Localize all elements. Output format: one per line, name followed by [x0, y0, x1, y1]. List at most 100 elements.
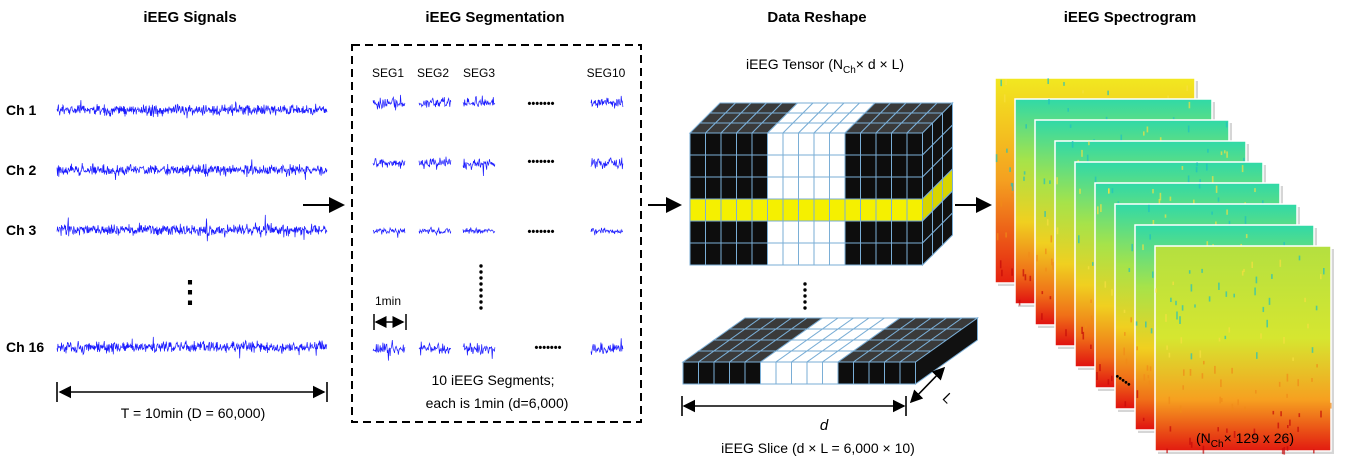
tensor-front-cell — [875, 242, 892, 266]
row-ellipsis: ••••••• — [535, 342, 562, 354]
slice-front-cell — [744, 361, 761, 385]
tensor-front-cell — [798, 198, 815, 222]
slice-front-cell — [868, 361, 885, 385]
tensor-front-cell — [736, 154, 753, 178]
tensor-front-cell — [751, 176, 768, 200]
tensor-front-cell — [860, 176, 877, 200]
tensor-front-cell — [689, 176, 706, 200]
tensor-front-cell — [829, 242, 846, 266]
segment-waveform — [462, 158, 496, 177]
segment-waveform — [462, 95, 496, 107]
tensor-front-cell — [767, 132, 784, 156]
tensor-front-cell — [891, 242, 908, 266]
tensor-front-cell — [751, 198, 768, 222]
tensor-front-cell — [736, 242, 753, 266]
tensor-front-cell — [844, 198, 861, 222]
channel-label: Ch 2 — [6, 162, 37, 178]
tensor-front-cell — [829, 154, 846, 178]
tensor-front-cell — [720, 154, 737, 178]
tensor-front-cell — [767, 154, 784, 178]
tensor-front-cell — [767, 220, 784, 244]
segment-waveforms — [372, 94, 624, 361]
tensor-front-cell — [751, 154, 768, 178]
tensor-front-cell — [891, 198, 908, 222]
segment-waveform — [418, 97, 452, 108]
tensor-front-cell — [720, 220, 737, 244]
segmentation-title: iEEG Segmentation — [425, 9, 564, 26]
tensor-front-cell — [860, 132, 877, 156]
segment-waveform — [590, 157, 624, 170]
segment-waveform — [418, 341, 452, 356]
segmentation-panel: SEG1 SEG2 SEG3 SEG10 ••••••• ••••••• •••… — [351, 44, 642, 423]
tensor-side-cell — [942, 211, 953, 247]
tensor-front-cell — [689, 154, 706, 178]
tensor-front-cell — [844, 242, 861, 266]
tensor-front-cell — [751, 242, 768, 266]
slice-front-cell — [682, 361, 699, 385]
segment-waveform — [372, 339, 406, 361]
tensor-front-cell — [891, 154, 908, 178]
segment-header: SEG1 — [372, 66, 404, 80]
tensor-front-cell — [798, 132, 815, 156]
segment-waveform — [590, 338, 624, 355]
segment-header: SEG3 — [463, 66, 495, 80]
tensor-front-cell — [705, 242, 722, 266]
tensor-front-cell — [860, 154, 877, 178]
tensor-front-cell — [875, 220, 892, 244]
channel-label: Ch 3 — [6, 222, 37, 238]
tensor-front-cell — [782, 154, 799, 178]
slice-front-cell — [884, 361, 901, 385]
tensor-front-cell — [782, 176, 799, 200]
tensor-front-cell — [875, 176, 892, 200]
signal-waveform — [56, 214, 328, 242]
slice-front-cell — [822, 361, 839, 385]
reshape-panel: iEEG Tensor (NCh× d × L) d iEEG Slice (d… — [681, 56, 980, 456]
spectrogram-title: iEEG Spectrogram — [1064, 9, 1197, 26]
spectrogram-dim-label: (NCh× 129 x 26) — [1196, 430, 1294, 450]
tensor-front-cell — [736, 198, 753, 222]
tensor-front-cell — [689, 242, 706, 266]
tensor-front-cell — [782, 242, 799, 266]
segment-waveform — [418, 156, 452, 170]
column-ellipsis — [479, 264, 483, 310]
tensor-front-cell — [891, 176, 908, 200]
tensor-front-cell — [798, 220, 815, 244]
tensor-front-cell — [705, 132, 722, 156]
slice-front-cell — [791, 361, 808, 385]
tensor-front-cell — [751, 132, 768, 156]
tensor-front-cell — [906, 198, 923, 222]
tensor-front-cell — [829, 132, 846, 156]
tensor-front-cell — [844, 132, 861, 156]
tensor-front-cell — [813, 176, 830, 200]
tensor-front-cell — [875, 154, 892, 178]
segment-header: SEG10 — [587, 66, 626, 80]
tensor-front-cell — [798, 242, 815, 266]
tensor-front-cell — [875, 198, 892, 222]
spectrogram-stack — [994, 77, 1334, 455]
row-ellipsis: ••••••• — [528, 98, 555, 110]
segmentation-box — [351, 44, 642, 423]
row-ellipsis: ••••••• — [528, 156, 555, 168]
tensor-front-cell — [891, 132, 908, 156]
segment-waveform — [462, 342, 496, 359]
signals-panel: Ch 1 Ch 2 Ch 3 Ch 16 ⋮ T = 10min (D = 60… — [6, 100, 328, 421]
tensor-front-cell — [767, 242, 784, 266]
segment-header: SEG2 — [417, 66, 449, 80]
tensor-front-cell — [906, 220, 923, 244]
tensor-front-cell — [767, 198, 784, 222]
slice-l-arrow — [909, 366, 946, 404]
segment-duration-label: 1min — [375, 294, 401, 308]
slice-d-label: d — [820, 417, 829, 434]
tensor-front-cell — [689, 220, 706, 244]
segment-waveform — [418, 226, 452, 237]
spectrogram-panel: ••••• (NCh× 129 x 26) — [994, 77, 1334, 455]
tensor-front-cell — [891, 220, 908, 244]
signal-waveform — [56, 336, 328, 359]
slice-front-cell — [713, 361, 730, 385]
tensor-front-cell — [844, 176, 861, 200]
tensor-label: iEEG Tensor (NCh× d × L) — [746, 56, 904, 76]
tensor-front-cell — [813, 242, 830, 266]
tensor-front-cell — [829, 198, 846, 222]
tensor-front-cell — [751, 220, 768, 244]
